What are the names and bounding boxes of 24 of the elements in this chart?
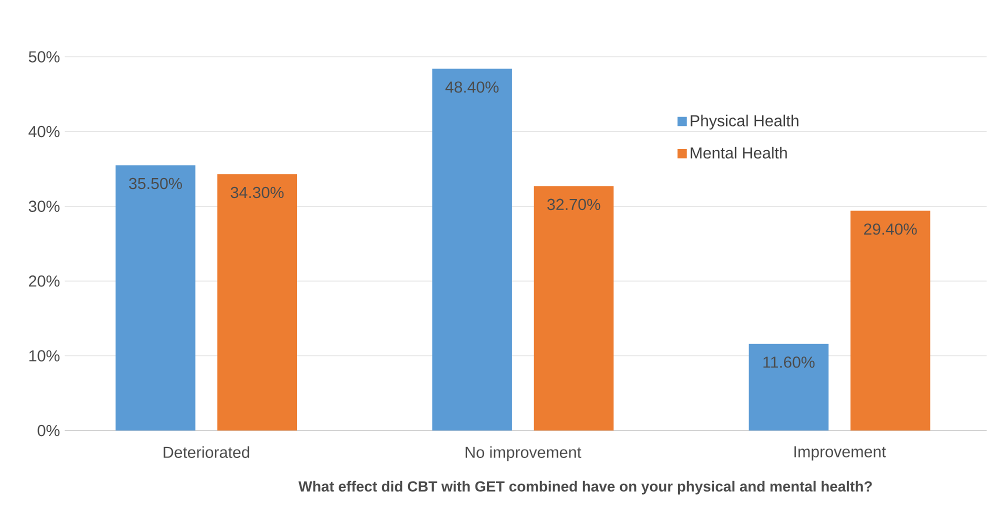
y-tick-label: 20%	[28, 275, 60, 287]
y-tick-label: 50%	[28, 51, 60, 62]
x-axis-title: What effect did CBT with GET combined have on your physical and mental health?	[298, 480, 872, 494]
y-tick-label: 30%	[28, 200, 60, 212]
x-tick-label: Improvement	[794, 446, 886, 460]
bar	[748, 344, 829, 430]
legend-label: Physical Health	[690, 114, 798, 130]
bar	[534, 186, 614, 430]
legend-label: Mental Health	[690, 146, 787, 158]
data-label: 29.40%	[864, 223, 917, 235]
y-tick-label: 40%	[28, 126, 60, 138]
x-tick-label: No improvement	[466, 446, 582, 461]
data-label: 35.50%	[129, 178, 182, 190]
bar	[432, 68, 512, 430]
bar	[116, 165, 196, 430]
bar	[217, 174, 298, 430]
data-label: 11.60%	[763, 356, 815, 368]
bar	[850, 210, 930, 430]
data-label: 48.40%	[445, 81, 499, 93]
data-label: 32.70%	[547, 198, 600, 210]
y-tick-label: 10%	[29, 350, 60, 362]
data-label: 34.30%	[230, 186, 284, 198]
x-tick-label: Deteriorated	[164, 446, 250, 458]
y-tick-label: 0%	[38, 424, 60, 436]
